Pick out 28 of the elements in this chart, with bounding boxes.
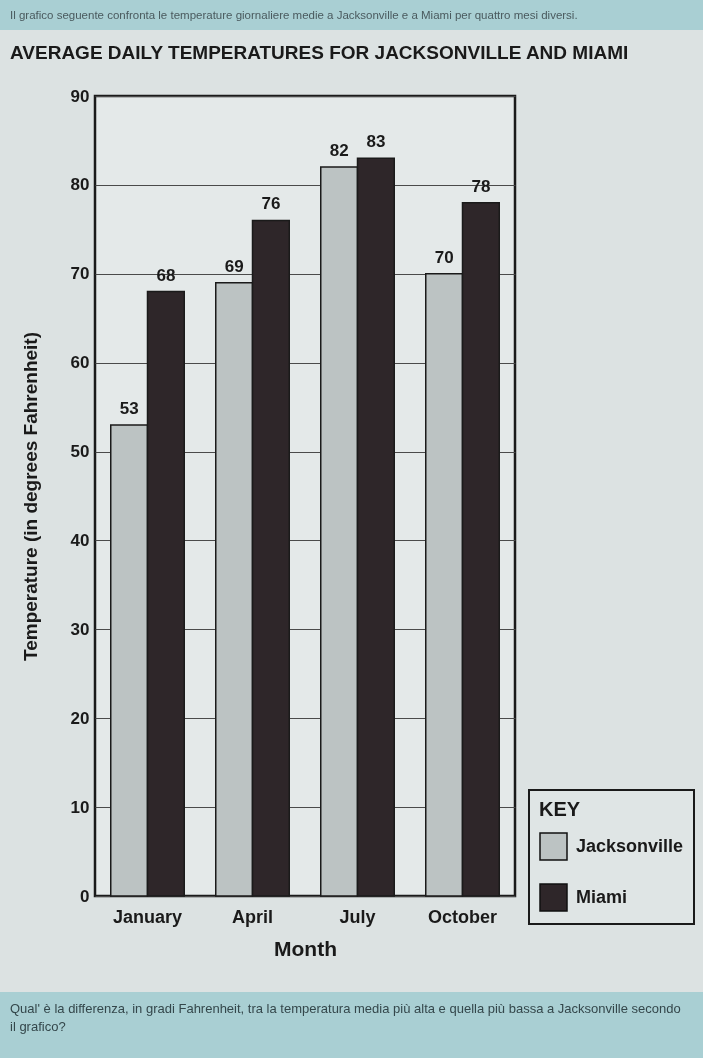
y-tick-label: 30	[70, 619, 90, 639]
y-tick-label: 90	[70, 86, 90, 106]
y-tick-label: 70	[70, 264, 90, 284]
y-tick-label: 50	[70, 442, 90, 462]
y-tick-label: 20	[70, 708, 90, 728]
legend-title: KEY	[539, 798, 581, 820]
x-tick-label: October	[427, 906, 498, 927]
x-axis-title: Month	[274, 936, 337, 960]
y-axis-title: Temperature (in degrees Fahrenheit)	[19, 331, 41, 662]
text: Il grafico seguente confronta le temperature giornaliere medie a Jacksonville e a Miami per quattro mesi diversi.	[10, 9, 578, 21]
x-tick-label: July	[339, 906, 376, 927]
data-label: 69	[224, 256, 244, 276]
text: Qual' è la differenza, in gradi Fahrenheit, tra la temperatura media più alta e quella più bassa a Jacksonville secondo il grafico?	[10, 1000, 682, 1036]
data-label: 83	[366, 132, 386, 152]
y-tick-label: 80	[70, 175, 90, 195]
legend-label: Miami	[576, 886, 628, 907]
data-label: 70	[434, 247, 454, 267]
x-tick-label: January	[112, 906, 183, 927]
x-tick-label: April	[231, 906, 274, 927]
legend-label: Jacksonville	[576, 835, 684, 856]
y-tick-label: 0	[80, 886, 90, 906]
data-label: 76	[261, 194, 281, 214]
y-tick-label: 40	[70, 530, 90, 550]
data-label: 53	[119, 398, 139, 418]
y-tick-label: 10	[70, 797, 90, 817]
y-tick-label: 60	[70, 353, 90, 373]
chart-title: AVERAGE DAILY TEMPERATURES FOR JACKSONVILLE AND MIAMI	[10, 42, 629, 63]
data-label: 82	[329, 141, 349, 161]
